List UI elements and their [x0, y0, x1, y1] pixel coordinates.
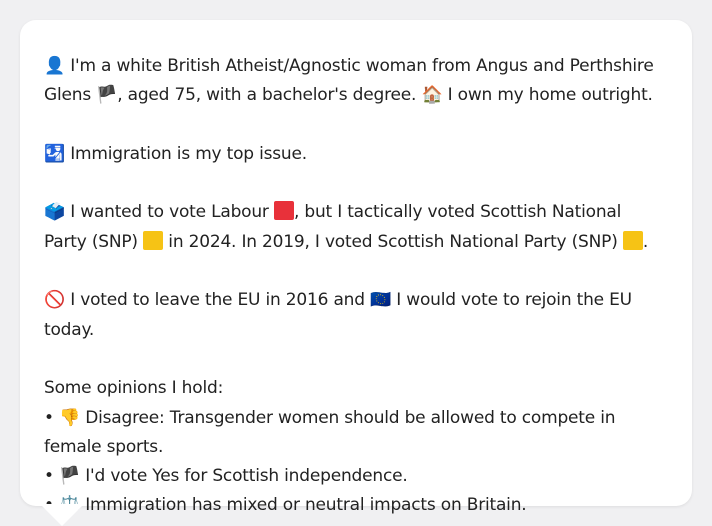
profile-text-1: I'm a white British Atheist/Agnostic wom… [44, 56, 654, 106]
vote-text-1: I wanted to vote Labour [70, 202, 269, 223]
opinions-section: Some opinions I hold: • 👎 Disagree: Tran… [44, 374, 668, 520]
eu-text-2: I would vote to rejoin the EU today. [44, 290, 632, 340]
eu-flag-icon: 🇪🇺 [370, 290, 392, 311]
opinion-item: • ⚖️ Immigration has mixed or neutral im… [44, 491, 668, 520]
opinion-item: • 🏴 I'd vote Yes for Scottish independen… [44, 462, 668, 491]
opinions-heading: Some opinions I hold: [44, 378, 224, 399]
bubble-tail [40, 504, 84, 526]
eu-text-1: I voted to leave the EU in 2016 and [70, 290, 365, 311]
scotland-flag-icon: 🏴 [96, 85, 118, 106]
labour-red-square-icon [273, 201, 294, 221]
bullet: • [44, 407, 54, 428]
person-icon: 👤 [44, 56, 65, 76]
house-icon: 🏠 [421, 85, 443, 106]
passport-control-icon: 🛂 [44, 143, 65, 164]
ballot-box-icon: 🗳️ [44, 202, 65, 223]
vote-text-3: in 2024. In 2019, I voted Scottish Natio… [168, 231, 618, 252]
message-text: 👤 I'm a white British Atheist/Agnostic w… [44, 52, 668, 521]
scotland-flag-icon: 🏴 [59, 466, 81, 487]
thumbs-down-icon: 👎 [59, 407, 81, 428]
issue-paragraph: 🛂 Immigration is my top issue. [44, 140, 668, 169]
message-bubble: 👤 I'm a white British Atheist/Agnostic w… [20, 20, 692, 515]
vote-paragraph: 🗳️ I wanted to vote Labour , but I tacti… [44, 198, 668, 257]
snp-yellow-square-icon [143, 230, 164, 250]
vote-text-2: , but I tactically voted Scottish Nation… [44, 202, 622, 252]
prohibited-icon: 🚫 [44, 290, 65, 311]
bullet: • [44, 466, 54, 487]
profile-paragraph: 👤 I'm a white British Atheist/Agnostic w… [44, 52, 668, 111]
opinion-text: Immigration has mixed or neutral impacts… [85, 495, 527, 516]
opinion-item: • 👎 Disagree: Transgender women should b… [44, 404, 668, 463]
profile-text-2: , aged 75, with a bachelor's degree. [117, 85, 417, 106]
profile-text-3: I own my home outright. [447, 85, 653, 106]
vote-text-4: . [642, 231, 649, 252]
issue-text: Immigration is my top issue. [70, 143, 307, 164]
opinion-text: I'd vote Yes for Scottish independence. [85, 466, 408, 487]
eu-paragraph: 🚫 I voted to leave the EU in 2016 and 🇪🇺… [44, 286, 668, 345]
opinion-text: Disagree: Transgender women should be al… [44, 407, 616, 457]
snp-yellow-square-icon-2 [622, 230, 643, 250]
